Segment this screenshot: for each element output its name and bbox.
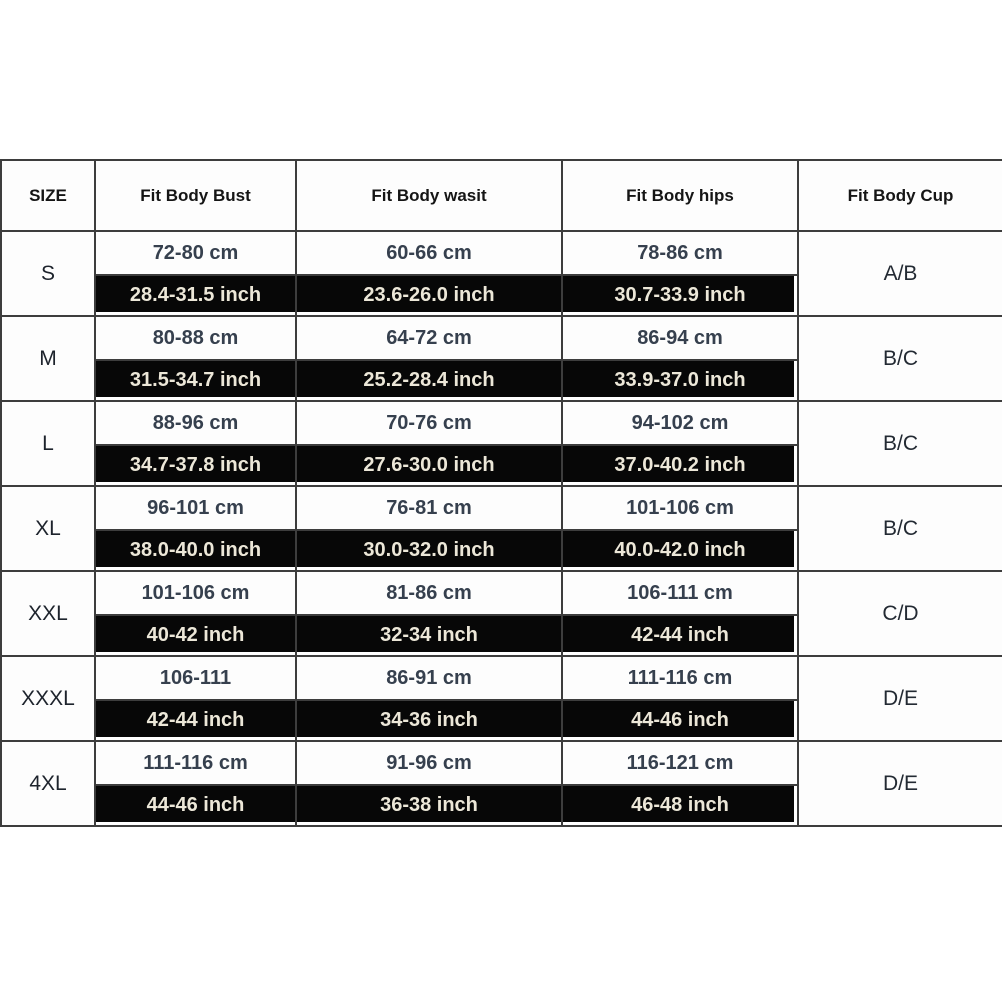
size-label-xxl: XXL: [0, 570, 96, 657]
bust-inch-4xl: 44-46 inch: [94, 784, 297, 827]
waist-cm-s: 60-66 cm: [295, 230, 563, 276]
bust-cm-xxl: 101-106 cm: [94, 570, 297, 616]
size-chart-body: S 72-80 cm 60-66 cm 78-86 cm A/B 28.4-31…: [0, 230, 1002, 827]
waist-inch-xxl: 32-34 inch: [295, 614, 563, 657]
table-row: 4XL 111-116 cm 91-96 cm 116-121 cm D/E: [0, 740, 1002, 827]
hips-inch-xl: 40.0-42.0 inch: [561, 529, 799, 572]
table-row: XXL 101-106 cm 81-86 cm 106-111 cm C/D: [0, 570, 1002, 657]
table-row: SIZE Fit Body Bust Fit Body wasit Fit Bo…: [0, 159, 1002, 232]
waist-cm-xl: 76-81 cm: [295, 485, 563, 531]
size-label-m: M: [0, 315, 96, 402]
hips-inch-l: 37.0-40.2 inch: [561, 444, 799, 487]
table-row: 34.7-37.8 inch 27.6-30.0 inch 37.0-40.2 …: [1, 444, 1002, 487]
header-hips: Fit Body hips: [561, 159, 799, 232]
table-row: XXXL 106-111 86-91 cm 111-116 cm D/E: [0, 655, 1002, 742]
waist-cm-l: 70-76 cm: [295, 400, 563, 446]
hips-cm-4xl: 116-121 cm: [561, 740, 799, 786]
hips-cm-xl: 101-106 cm: [561, 485, 799, 531]
cup-xxl: C/D: [797, 570, 1002, 657]
size-chart-header-row: SIZE Fit Body Bust Fit Body wasit Fit Bo…: [0, 159, 1002, 232]
table-row: 31.5-34.7 inch 25.2-28.4 inch 33.9-37.0 …: [1, 359, 1002, 402]
waist-inch-l: 27.6-30.0 inch: [295, 444, 563, 487]
header-bust: Fit Body Bust: [94, 159, 297, 232]
table-row: 28.4-31.5 inch 23.6-26.0 inch 30.7-33.9 …: [1, 274, 1002, 317]
waist-inch-s: 23.6-26.0 inch: [295, 274, 563, 317]
size-label-s: S: [0, 230, 96, 317]
bust-inch-m: 31.5-34.7 inch: [94, 359, 297, 402]
cup-l: B/C: [797, 400, 1002, 487]
bust-inch-l: 34.7-37.8 inch: [94, 444, 297, 487]
hips-inch-xxl: 42-44 inch: [561, 614, 799, 657]
bust-cm-xxxl: 106-111: [94, 655, 297, 701]
size-chart-table: SIZE Fit Body Bust Fit Body wasit Fit Bo…: [0, 159, 1002, 827]
table-row: 38.0-40.0 inch 30.0-32.0 inch 40.0-42.0 …: [1, 529, 1002, 572]
table-row: M 80-88 cm 64-72 cm 86-94 cm B/C: [0, 315, 1002, 402]
hips-cm-m: 86-94 cm: [561, 315, 799, 361]
size-label-xl: XL: [0, 485, 96, 572]
table-row: L 88-96 cm 70-76 cm 94-102 cm B/C: [0, 400, 1002, 487]
table-row: 44-46 inch 36-38 inch 46-48 inch: [1, 784, 1002, 827]
bust-cm-xl: 96-101 cm: [94, 485, 297, 531]
table-row: 40-42 inch 32-34 inch 42-44 inch: [1, 614, 1002, 657]
header-cup: Fit Body Cup: [797, 159, 1002, 232]
waist-inch-4xl: 36-38 inch: [295, 784, 563, 827]
bust-inch-xxl: 40-42 inch: [94, 614, 297, 657]
hips-inch-xxxl: 44-46 inch: [561, 699, 799, 742]
cup-s: A/B: [797, 230, 1002, 317]
hips-inch-4xl: 46-48 inch: [561, 784, 799, 827]
hips-inch-s: 30.7-33.9 inch: [561, 274, 799, 317]
hips-cm-l: 94-102 cm: [561, 400, 799, 446]
waist-inch-m: 25.2-28.4 inch: [295, 359, 563, 402]
waist-cm-4xl: 91-96 cm: [295, 740, 563, 786]
table-row: 42-44 inch 34-36 inch 44-46 inch: [1, 699, 1002, 742]
waist-cm-xxxl: 86-91 cm: [295, 655, 563, 701]
header-size: SIZE: [0, 159, 96, 232]
cup-xxxl: D/E: [797, 655, 1002, 742]
bust-inch-s: 28.4-31.5 inch: [94, 274, 297, 317]
cup-xl: B/C: [797, 485, 1002, 572]
table-row: S 72-80 cm 60-66 cm 78-86 cm A/B: [0, 230, 1002, 317]
size-label-4xl: 4XL: [0, 740, 96, 827]
bust-cm-4xl: 111-116 cm: [94, 740, 297, 786]
waist-inch-xxxl: 34-36 inch: [295, 699, 563, 742]
bust-inch-xl: 38.0-40.0 inch: [94, 529, 297, 572]
bust-cm-l: 88-96 cm: [94, 400, 297, 446]
hips-cm-xxxl: 111-116 cm: [561, 655, 799, 701]
waist-cm-xxl: 81-86 cm: [295, 570, 563, 616]
waist-inch-xl: 30.0-32.0 inch: [295, 529, 563, 572]
hips-inch-m: 33.9-37.0 inch: [561, 359, 799, 402]
hips-cm-xxl: 106-111 cm: [561, 570, 799, 616]
cup-4xl: D/E: [797, 740, 1002, 827]
size-label-xxxl: XXXL: [0, 655, 96, 742]
header-waist: Fit Body wasit: [295, 159, 563, 232]
bust-cm-s: 72-80 cm: [94, 230, 297, 276]
size-label-l: L: [0, 400, 96, 487]
cup-m: B/C: [797, 315, 1002, 402]
table-row: XL 96-101 cm 76-81 cm 101-106 cm B/C: [0, 485, 1002, 572]
hips-cm-s: 78-86 cm: [561, 230, 799, 276]
bust-inch-xxxl: 42-44 inch: [94, 699, 297, 742]
bust-cm-m: 80-88 cm: [94, 315, 297, 361]
waist-cm-m: 64-72 cm: [295, 315, 563, 361]
